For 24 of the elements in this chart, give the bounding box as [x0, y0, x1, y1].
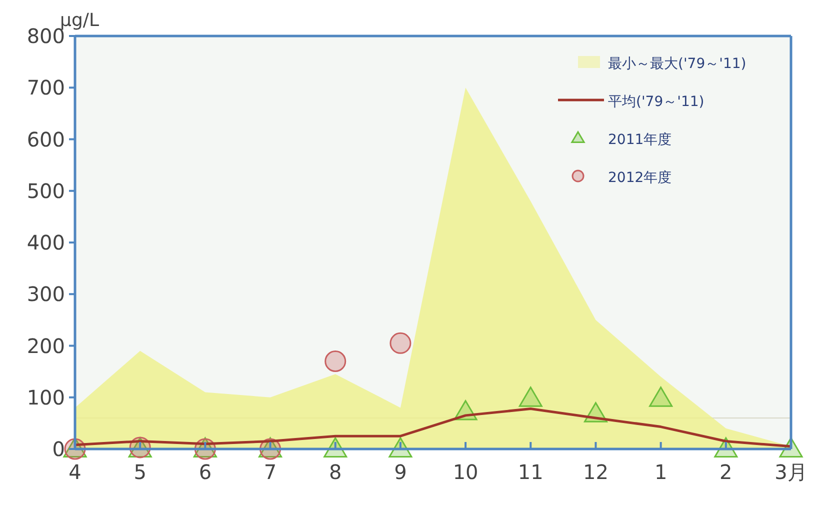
y-tick-label: 100	[26, 385, 65, 410]
x-tick-label: 5	[134, 460, 146, 484]
x-tick-label: 11	[518, 460, 544, 484]
legend-label: 最小～最大('79～'11)	[608, 56, 746, 72]
y-tick-label: 200	[26, 334, 65, 358]
y-tick-label: 600	[26, 127, 65, 152]
x-tick-label: 1	[654, 460, 668, 484]
legend-label: 平均('79～'11)	[608, 94, 704, 110]
legend-label: 2011年度	[608, 132, 672, 148]
x-tick-label: 9	[394, 460, 407, 484]
x-tick-label: 10	[452, 460, 478, 484]
x-tick-label: 7	[264, 460, 277, 484]
y-tick-label: 500	[26, 178, 65, 203]
x-tick-label: 2	[720, 460, 732, 484]
x-tick-label: 3月	[774, 460, 808, 484]
y-tick-label: 400	[26, 230, 65, 254]
legend-label: 2012年度	[608, 170, 672, 186]
x-tick-label: 8	[328, 460, 342, 484]
x-tick-label: 4	[68, 460, 82, 484]
y-tick-label: 0	[52, 437, 65, 461]
y-tick-label: 300	[26, 282, 65, 306]
x-tick-label: 12	[583, 460, 608, 484]
y-tick-label: 700	[26, 76, 65, 100]
x-tick-label: 6	[198, 460, 212, 484]
